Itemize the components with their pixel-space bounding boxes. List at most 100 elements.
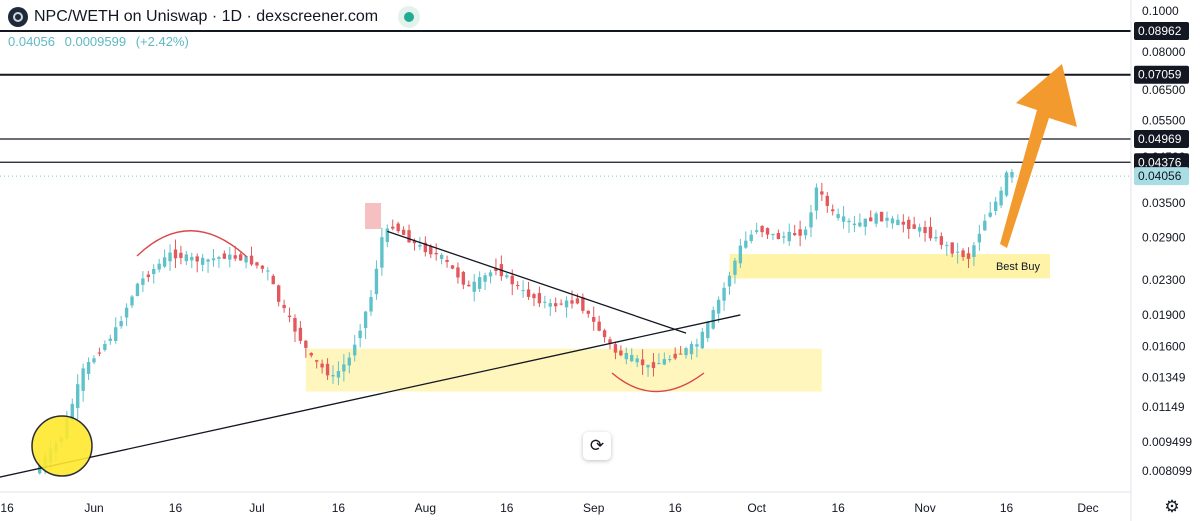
candle (689, 341, 694, 360)
x-tick-label: Nov (914, 501, 935, 515)
candle-body (787, 231, 791, 242)
candle (912, 216, 916, 230)
candle (907, 216, 911, 239)
candle-body (945, 245, 949, 247)
candle-body (890, 218, 895, 224)
candle-body (81, 368, 85, 391)
candle (456, 262, 460, 284)
settings-button[interactable]: ⚙ (1162, 497, 1182, 517)
candle-body (271, 275, 275, 285)
candle-body (494, 268, 498, 271)
candle-body (418, 244, 422, 247)
candle-body (733, 260, 737, 275)
candle (554, 297, 558, 313)
candle (418, 236, 422, 251)
candle (521, 280, 525, 298)
candle (787, 223, 791, 246)
level-badge (1134, 65, 1189, 84)
candle-body (206, 259, 210, 262)
candle-body (385, 228, 389, 243)
candle (559, 299, 563, 306)
candle-body (124, 307, 129, 318)
price-readout: 0.04056 0.0009599 (+2.42%) (8, 34, 195, 49)
status-dot-icon (398, 6, 421, 28)
candle-body (907, 219, 911, 229)
candle (727, 271, 732, 295)
candle (526, 281, 531, 300)
y-tick-label: 0.1000 (1142, 4, 1179, 18)
candle-body (162, 257, 167, 267)
candle-body (803, 229, 808, 236)
candle-body (86, 361, 91, 374)
x-tick-label: Dec (1077, 501, 1098, 515)
candle (108, 334, 112, 345)
candle (124, 303, 129, 327)
x-tick-label: 16 (831, 501, 845, 515)
candle (141, 271, 145, 293)
candle (825, 192, 829, 213)
candle (211, 248, 216, 267)
candle (988, 202, 992, 218)
candle (439, 253, 444, 265)
candle-body (581, 297, 585, 311)
candle (923, 220, 927, 242)
candle-body (684, 348, 688, 356)
candle (130, 295, 134, 308)
y-tick-label: 0.03500 (1142, 196, 1186, 210)
candle (320, 359, 324, 374)
support-zone (305, 348, 822, 392)
candle-body (722, 287, 726, 301)
candle-body (776, 233, 781, 240)
candle-body (396, 223, 400, 232)
reset-chart-button[interactable]: ⟳ (583, 432, 611, 460)
candle-body (336, 371, 341, 378)
candle-body (961, 250, 965, 257)
candle (809, 204, 813, 238)
candle-body (472, 281, 476, 292)
candle-body (879, 211, 884, 222)
candle (1010, 168, 1014, 183)
candle (602, 328, 607, 343)
candle (271, 274, 275, 285)
candle (103, 340, 107, 352)
candle-body (782, 236, 786, 238)
candle (733, 257, 737, 284)
candle-body (293, 317, 297, 332)
candle (342, 354, 346, 382)
candle (798, 220, 802, 247)
candle (200, 253, 205, 272)
x-tick-label: Jun (84, 501, 103, 515)
candle-body (483, 275, 487, 282)
x-tick-label: 16 (669, 501, 683, 515)
candle-body (711, 310, 715, 329)
candle-body (977, 233, 982, 243)
candle (391, 219, 395, 231)
candle-body (841, 216, 846, 222)
candle (678, 345, 683, 355)
candle-body (276, 285, 281, 302)
candle (841, 205, 846, 229)
candle-body (700, 331, 705, 349)
candle-body (537, 293, 542, 304)
candle (282, 299, 286, 313)
candle (298, 320, 303, 344)
candle-body (847, 220, 851, 223)
candle (744, 231, 748, 249)
candle (945, 241, 949, 256)
candle-body (401, 229, 406, 235)
candle-body (450, 265, 455, 269)
level-badge-label: 0.04969 (1138, 132, 1182, 146)
candle-body (727, 275, 732, 287)
x-tick-label: 16 (1000, 501, 1014, 515)
candle (461, 270, 466, 290)
candle (961, 248, 965, 261)
candle-body (461, 271, 466, 285)
candle-body (238, 254, 243, 261)
candle (477, 271, 482, 292)
candle-body (896, 219, 900, 226)
candle-body (939, 236, 944, 245)
current-price-badge (1134, 167, 1189, 186)
candle-body (825, 195, 829, 206)
